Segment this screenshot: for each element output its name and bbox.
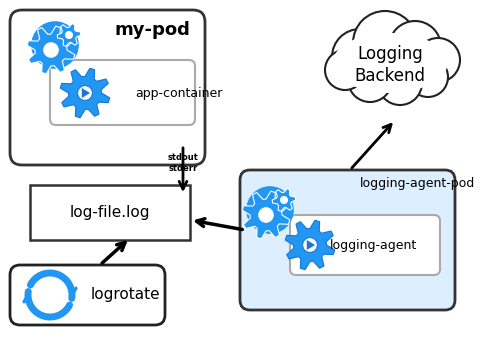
Polygon shape [57,24,81,46]
Text: log-file.log: log-file.log [70,204,150,219]
Polygon shape [272,189,296,211]
Circle shape [258,208,274,222]
Circle shape [332,29,388,85]
Text: my-pod: my-pod [115,21,191,39]
Circle shape [408,57,448,97]
FancyBboxPatch shape [50,60,195,125]
FancyBboxPatch shape [240,170,455,310]
Circle shape [378,61,422,105]
Circle shape [280,196,287,204]
Text: logging-agent: logging-agent [330,238,417,252]
Circle shape [246,186,294,234]
Circle shape [303,238,317,252]
Circle shape [44,43,59,57]
Circle shape [416,38,460,82]
Circle shape [389,21,441,73]
Polygon shape [27,26,75,74]
Polygon shape [60,68,110,118]
Text: app-container: app-container [135,86,222,99]
FancyBboxPatch shape [290,215,440,275]
Circle shape [66,32,72,38]
Text: stdout
stderr: stdout stderr [168,153,198,173]
Polygon shape [286,220,335,270]
FancyBboxPatch shape [10,265,165,325]
Text: logging-agent-pod: logging-agent-pod [360,176,475,189]
Polygon shape [82,88,90,98]
Text: Logging
Backend: Logging Backend [354,45,426,85]
FancyBboxPatch shape [10,10,205,165]
Polygon shape [262,210,272,220]
Circle shape [78,85,92,100]
Polygon shape [46,45,58,55]
Circle shape [325,50,365,90]
Circle shape [78,86,92,100]
Polygon shape [307,240,315,250]
Text: logrotate: logrotate [90,287,160,302]
Ellipse shape [325,25,455,105]
Circle shape [31,21,79,69]
Ellipse shape [332,33,448,93]
Circle shape [353,11,417,75]
FancyBboxPatch shape [30,185,190,240]
Polygon shape [242,191,290,239]
Circle shape [302,237,318,253]
Circle shape [348,58,392,102]
